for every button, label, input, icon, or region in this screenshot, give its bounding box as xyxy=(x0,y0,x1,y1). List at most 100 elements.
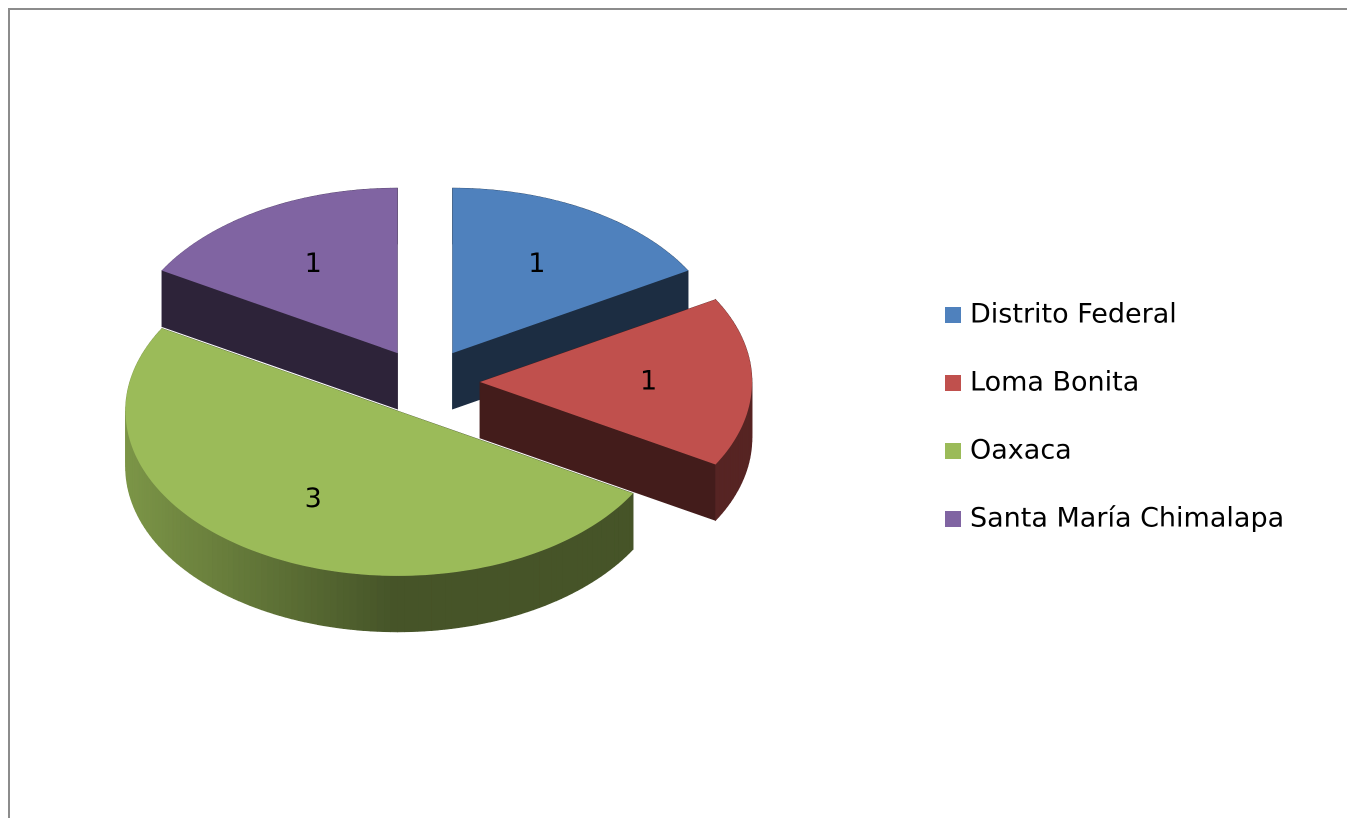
slice-side xyxy=(249,549,256,609)
slice-side xyxy=(424,574,432,632)
slice-side xyxy=(144,470,148,532)
slice-side xyxy=(180,509,186,571)
data-label: 3 xyxy=(305,483,322,514)
slice-side xyxy=(279,559,286,618)
slice-side xyxy=(444,572,452,630)
slice-side xyxy=(550,544,557,604)
slice-side xyxy=(509,559,516,618)
slice-side xyxy=(464,569,472,628)
slice-side xyxy=(403,575,412,633)
slice-side xyxy=(176,506,181,568)
legend-swatch xyxy=(945,307,961,323)
slice-side xyxy=(149,477,153,540)
slice-side xyxy=(217,534,223,594)
slice-side xyxy=(561,539,568,599)
data-label: 1 xyxy=(640,366,657,397)
slice-side xyxy=(243,546,251,606)
slice-side xyxy=(417,574,425,632)
slice-side xyxy=(566,536,573,597)
slice-side xyxy=(502,560,510,620)
slice-side xyxy=(197,522,204,583)
slice-side xyxy=(614,506,619,568)
data-label: 1 xyxy=(528,248,545,279)
slice-side xyxy=(470,568,478,627)
legend-swatch xyxy=(945,375,961,391)
slice-side xyxy=(555,541,563,602)
slice-side xyxy=(410,575,419,633)
slice-side xyxy=(232,541,240,602)
slice-side xyxy=(155,485,159,547)
slice-side xyxy=(727,445,731,507)
slice-side xyxy=(343,572,351,630)
slice-side xyxy=(317,568,325,627)
slice-side xyxy=(207,528,213,589)
slice-side xyxy=(397,575,405,633)
slice-side xyxy=(273,557,280,616)
slice-side xyxy=(572,534,578,594)
slice-side xyxy=(451,571,459,629)
slice-side xyxy=(490,564,498,623)
slice-side xyxy=(625,496,630,558)
slice-side xyxy=(521,555,528,615)
slice-side xyxy=(596,519,602,580)
slice-side xyxy=(141,466,145,529)
slice-side xyxy=(146,474,150,536)
slice-side xyxy=(172,503,177,564)
slice-side xyxy=(577,531,583,592)
slice-side xyxy=(609,509,615,571)
slice-side xyxy=(718,456,723,518)
slice-side xyxy=(621,499,627,561)
slice-side xyxy=(363,574,371,632)
slice-side xyxy=(330,570,338,629)
slice-side xyxy=(139,462,143,525)
slice-side xyxy=(721,452,726,515)
slice-side xyxy=(483,565,491,624)
slice-side xyxy=(356,573,364,631)
slice-side xyxy=(539,549,546,609)
slice-side xyxy=(587,525,593,586)
slice-side xyxy=(735,433,739,496)
pie-slice xyxy=(161,188,398,354)
slice-side xyxy=(349,573,358,631)
slice-side xyxy=(390,575,398,633)
slice-side xyxy=(323,569,331,628)
slice-side xyxy=(477,566,485,625)
slice-side xyxy=(188,516,194,577)
slice-side xyxy=(184,513,190,574)
slice-side xyxy=(591,522,598,583)
slice-side xyxy=(238,544,245,604)
slice-side xyxy=(724,448,729,511)
slice-side xyxy=(158,489,163,551)
slice-side xyxy=(165,496,170,558)
slice-side xyxy=(629,492,634,554)
slice-side xyxy=(732,437,736,500)
slice-side xyxy=(527,553,534,613)
slice-side xyxy=(267,555,274,615)
slice-side xyxy=(605,513,611,574)
slice-side xyxy=(437,573,446,631)
slice-side xyxy=(730,441,734,504)
slice-side xyxy=(137,459,140,520)
slice-side xyxy=(457,570,465,629)
slice-side xyxy=(715,460,720,522)
slice-side xyxy=(618,503,623,564)
slice-side xyxy=(168,499,174,561)
slice-side xyxy=(291,562,299,621)
slice-side xyxy=(152,481,156,544)
legend-swatch xyxy=(945,443,961,459)
slice-side xyxy=(202,525,208,586)
pie-slice xyxy=(480,299,752,465)
slice-side xyxy=(285,560,293,620)
slice-side xyxy=(496,562,504,621)
slice-side xyxy=(310,566,318,625)
legend-label: Oaxaca xyxy=(970,435,1072,466)
legend-swatch xyxy=(945,511,961,527)
slice-side xyxy=(255,551,262,611)
slice-side xyxy=(582,528,588,589)
slice-side xyxy=(212,531,218,592)
pie-slice xyxy=(452,188,689,354)
slice-side xyxy=(261,553,268,613)
slice-side xyxy=(737,430,741,491)
